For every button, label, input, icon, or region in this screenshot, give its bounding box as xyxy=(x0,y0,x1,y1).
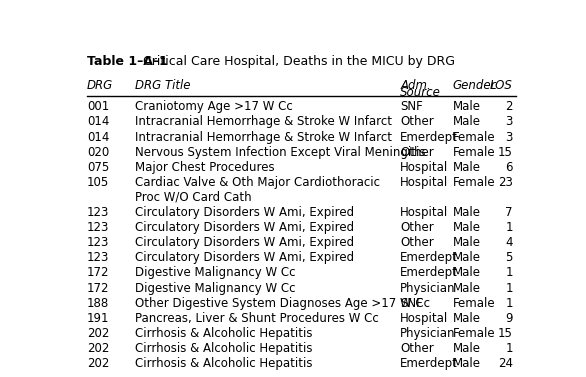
Text: Male: Male xyxy=(452,251,481,264)
Text: 24: 24 xyxy=(498,357,513,370)
Text: 202: 202 xyxy=(87,357,109,370)
Text: Male: Male xyxy=(452,312,481,325)
Text: Critical Care Hospital, Deaths in the MICU by DRG: Critical Care Hospital, Deaths in the MI… xyxy=(139,55,455,68)
Text: DRG: DRG xyxy=(87,79,113,92)
Text: 172: 172 xyxy=(87,282,110,294)
Text: 7: 7 xyxy=(505,206,513,219)
Text: Hospital: Hospital xyxy=(400,161,448,174)
Text: 1: 1 xyxy=(505,297,513,310)
Text: Female: Female xyxy=(452,176,495,189)
Text: Hospital: Hospital xyxy=(400,176,448,189)
Text: 3: 3 xyxy=(506,115,513,129)
Text: Source: Source xyxy=(400,86,441,99)
Text: 123: 123 xyxy=(87,221,109,234)
Text: Male: Male xyxy=(452,342,481,355)
Text: Cirrhosis & Alcoholic Hepatitis: Cirrhosis & Alcoholic Hepatitis xyxy=(135,357,312,370)
Text: Male: Male xyxy=(452,236,481,249)
Text: Craniotomy Age >17 W Cc: Craniotomy Age >17 W Cc xyxy=(135,100,292,113)
Text: Table 1–A–1: Table 1–A–1 xyxy=(87,55,168,68)
Text: Male: Male xyxy=(452,267,481,279)
Text: 001: 001 xyxy=(87,100,109,113)
Text: 020: 020 xyxy=(87,146,109,159)
Text: Nervous System Infection Except Viral Meningitis: Nervous System Infection Except Viral Me… xyxy=(135,146,425,159)
Text: 191: 191 xyxy=(87,312,110,325)
Text: Proc W/O Card Cath: Proc W/O Card Cath xyxy=(135,191,251,204)
Text: 15: 15 xyxy=(498,146,513,159)
Text: Emerdept: Emerdept xyxy=(400,267,458,279)
Text: Major Chest Procedures: Major Chest Procedures xyxy=(135,161,274,174)
Text: Female: Female xyxy=(452,146,495,159)
Text: Male: Male xyxy=(452,100,481,113)
Text: Gender: Gender xyxy=(452,79,496,92)
Text: Circulatory Disorders W Ami, Expired: Circulatory Disorders W Ami, Expired xyxy=(135,251,354,264)
Text: Other: Other xyxy=(400,221,434,234)
Text: Male: Male xyxy=(452,282,481,294)
Text: 6: 6 xyxy=(505,161,513,174)
Text: 9: 9 xyxy=(505,312,513,325)
Text: Other: Other xyxy=(400,342,434,355)
Text: Pancreas, Liver & Shunt Procedures W Cc: Pancreas, Liver & Shunt Procedures W Cc xyxy=(135,312,379,325)
Text: Male: Male xyxy=(452,221,481,234)
Text: Female: Female xyxy=(452,130,495,144)
Text: LOS: LOS xyxy=(490,79,513,92)
Text: Cardiac Valve & Oth Major Cardiothoracic: Cardiac Valve & Oth Major Cardiothoracic xyxy=(135,176,380,189)
Text: 202: 202 xyxy=(87,327,109,340)
Text: Physician: Physician xyxy=(400,327,456,340)
Text: Female: Female xyxy=(452,327,495,340)
Text: Hospital: Hospital xyxy=(400,206,448,219)
Text: Digestive Malignancy W Cc: Digestive Malignancy W Cc xyxy=(135,282,295,294)
Text: Cirrhosis & Alcoholic Hepatitis: Cirrhosis & Alcoholic Hepatitis xyxy=(135,327,312,340)
Text: 075: 075 xyxy=(87,161,109,174)
Text: SNF: SNF xyxy=(400,297,423,310)
Text: 1: 1 xyxy=(505,221,513,234)
Text: Male: Male xyxy=(452,357,481,370)
Text: 123: 123 xyxy=(87,236,109,249)
Text: 3: 3 xyxy=(506,130,513,144)
Text: 123: 123 xyxy=(87,206,109,219)
Text: 105: 105 xyxy=(87,176,109,189)
Text: Other Digestive System Diagnoses Age >17 W Cc: Other Digestive System Diagnoses Age >17… xyxy=(135,297,430,310)
Text: 4: 4 xyxy=(505,236,513,249)
Text: 188: 188 xyxy=(87,297,109,310)
Text: Cirrhosis & Alcoholic Hepatitis: Cirrhosis & Alcoholic Hepatitis xyxy=(135,342,312,355)
Text: Circulatory Disorders W Ami, Expired: Circulatory Disorders W Ami, Expired xyxy=(135,236,354,249)
Text: Male: Male xyxy=(452,115,481,129)
Text: Other: Other xyxy=(400,236,434,249)
Text: 15: 15 xyxy=(498,327,513,340)
Text: Physician: Physician xyxy=(400,282,456,294)
Text: Other: Other xyxy=(400,146,434,159)
Text: Intracranial Hemorrhage & Stroke W Infarct: Intracranial Hemorrhage & Stroke W Infar… xyxy=(135,130,391,144)
Text: Hospital: Hospital xyxy=(400,312,448,325)
Text: SNF: SNF xyxy=(400,100,423,113)
Text: Adm.: Adm. xyxy=(400,79,431,92)
Text: Emerdept: Emerdept xyxy=(400,130,458,144)
Text: Intracranial Hemorrhage & Stroke W Infarct: Intracranial Hemorrhage & Stroke W Infar… xyxy=(135,115,391,129)
Text: 014: 014 xyxy=(87,130,109,144)
Text: Circulatory Disorders W Ami, Expired: Circulatory Disorders W Ami, Expired xyxy=(135,206,354,219)
Text: 1: 1 xyxy=(505,282,513,294)
Text: Other: Other xyxy=(400,115,434,129)
Text: Digestive Malignancy W Cc: Digestive Malignancy W Cc xyxy=(135,267,295,279)
Text: 1: 1 xyxy=(505,342,513,355)
Text: 23: 23 xyxy=(498,176,513,189)
Text: Emerdept: Emerdept xyxy=(400,357,458,370)
Text: 123: 123 xyxy=(87,251,109,264)
Text: Male: Male xyxy=(452,206,481,219)
Text: Circulatory Disorders W Ami, Expired: Circulatory Disorders W Ami, Expired xyxy=(135,221,354,234)
Text: 172: 172 xyxy=(87,267,110,279)
Text: Emerdept: Emerdept xyxy=(400,251,458,264)
Text: 5: 5 xyxy=(506,251,513,264)
Text: Female: Female xyxy=(452,297,495,310)
Text: 1: 1 xyxy=(505,267,513,279)
Text: 2: 2 xyxy=(505,100,513,113)
Text: DRG Title: DRG Title xyxy=(135,79,190,92)
Text: 202: 202 xyxy=(87,342,109,355)
Text: Male: Male xyxy=(452,161,481,174)
Text: 014: 014 xyxy=(87,115,109,129)
